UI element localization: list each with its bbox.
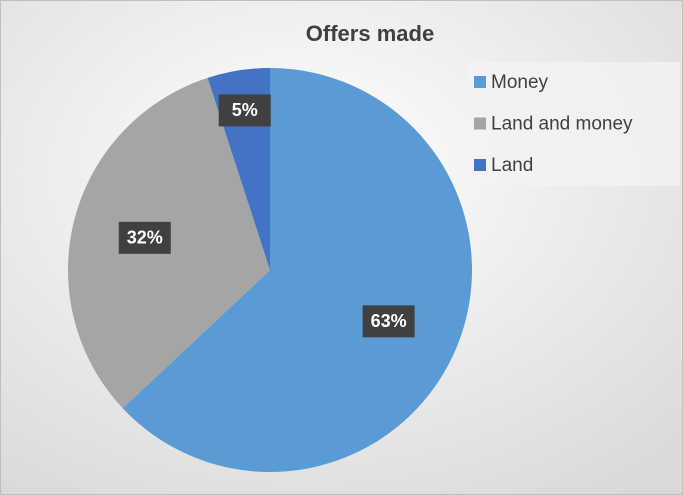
- data-label-box: [118, 221, 171, 254]
- data-label-box: [218, 94, 271, 127]
- chart-title: Offers made: [306, 21, 434, 46]
- legend-label: Land and money: [491, 114, 633, 135]
- legend-box: [468, 62, 680, 186]
- legend-swatch: [474, 76, 486, 88]
- data-label: 32%: [127, 228, 163, 248]
- data-label: 5%: [232, 100, 258, 120]
- legend-label: Land: [491, 155, 533, 176]
- data-label: 63%: [371, 311, 407, 331]
- data-label-box: [362, 305, 415, 338]
- pie-slice: [122, 68, 472, 472]
- legend-swatch: [474, 117, 486, 130]
- legend-swatch: [474, 159, 486, 171]
- legend-label: Money: [491, 72, 549, 93]
